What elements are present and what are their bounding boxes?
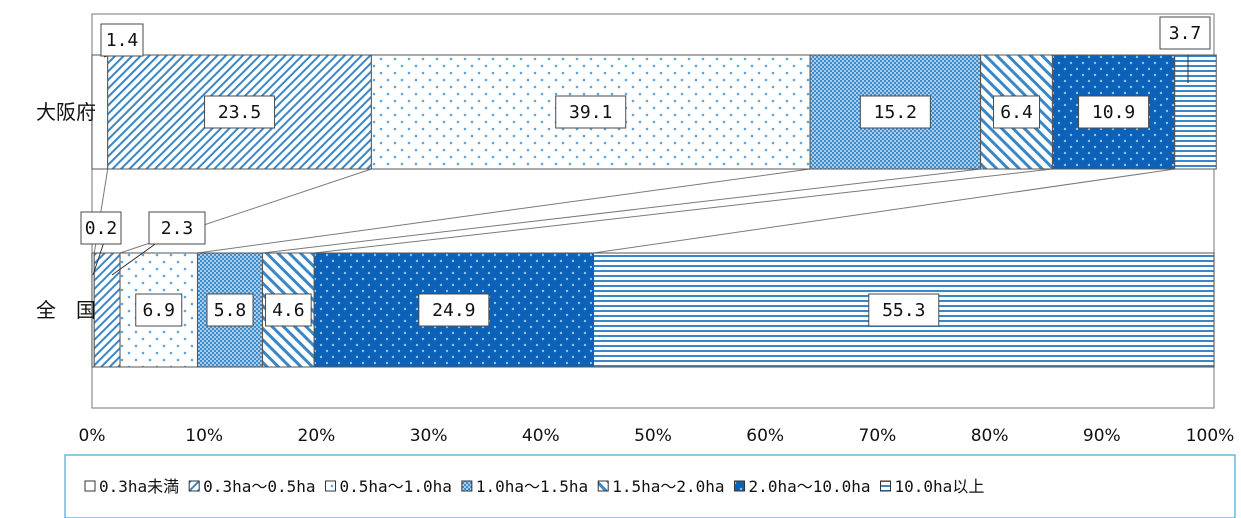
legend-swatch-4 bbox=[597, 480, 609, 492]
x-tick-6: 60% bbox=[746, 426, 784, 446]
data-label-1-1: 2.3 bbox=[161, 218, 194, 239]
legend-label-3: 1.0ha～1.5ha bbox=[476, 477, 588, 496]
data-label-0-3: 15.2 bbox=[874, 102, 917, 123]
x-tick-9: 90% bbox=[1083, 426, 1121, 446]
data-label-box-0-2 bbox=[555, 95, 627, 129]
connector-line-5 bbox=[314, 168, 1053, 254]
bar-segment-1-1 bbox=[93, 252, 121, 368]
data-label-box-1-0 bbox=[80, 211, 122, 245]
data-labels: 1.4 23.5 39.1 15.2 6.4 10.9 3.7 0.2 2.3 6.9 5.8 4.6… bbox=[80, 16, 1211, 327]
x-tick-labels: 0% 10% 20% 30% 40% 50% 60% 70% 80% 90% 100% bbox=[79, 426, 1235, 446]
data-label-1-2: 6.9 bbox=[143, 300, 176, 321]
bar-segment-0-6 bbox=[1174, 54, 1217, 170]
legend-label-5: 2.0ha～10.0ha bbox=[749, 477, 871, 496]
data-label-1-6: 55.3 bbox=[882, 300, 925, 321]
legend-label-2: 0.5ha～1.0ha bbox=[340, 477, 452, 496]
data-label-box-0-4 bbox=[993, 95, 1041, 129]
legend-swatch-0 bbox=[84, 480, 96, 492]
category-label-1: 全 国 bbox=[36, 298, 96, 322]
bar-segment-0-4 bbox=[980, 54, 1053, 170]
data-label-box-1-5 bbox=[418, 293, 490, 327]
data-label-0-1: 23.5 bbox=[218, 102, 261, 123]
legend-label-0: 0.3ha未満 bbox=[99, 477, 179, 496]
leader-lines bbox=[92, 52, 1189, 276]
x-tick-4: 40% bbox=[522, 426, 560, 446]
data-label-box-1-3 bbox=[206, 293, 254, 327]
legend-items: 0.3ha未満 0.3ha～0.5ha 0.5ha～1.0ha 1.0ha～1.5ha… bbox=[84, 477, 985, 496]
x-tick-10: 100% bbox=[1186, 426, 1235, 446]
data-label-box-0-5 bbox=[1078, 95, 1150, 129]
legend-swatch-6 bbox=[880, 480, 892, 492]
x-tick-7: 70% bbox=[859, 426, 897, 446]
data-label-box-1-1 bbox=[148, 211, 206, 245]
legend-label-4: 1.5ha～2.0ha bbox=[612, 477, 724, 496]
legend-label-1: 0.3ha～0.5ha bbox=[203, 477, 315, 496]
data-label-1-5: 24.9 bbox=[432, 300, 475, 321]
data-label-box-1-6 bbox=[868, 293, 940, 327]
connector-line-6 bbox=[593, 168, 1175, 254]
legend-swatch-1 bbox=[188, 480, 200, 492]
legend: 0.3ha未満 0.3ha～0.5ha 0.5ha～1.0ha 1.0ha～1.5ha… bbox=[64, 454, 1236, 518]
data-label-box-0-0 bbox=[100, 23, 144, 57]
connector-line-3 bbox=[197, 168, 811, 254]
x-tick-1: 10% bbox=[185, 426, 223, 446]
legend-label-6: 10.0ha以上 bbox=[895, 477, 985, 496]
data-label-box-0-3 bbox=[859, 95, 931, 129]
leader-line-1-1 bbox=[111, 241, 159, 276]
legend-swatch-5 bbox=[734, 480, 746, 492]
leader-line-1-0 bbox=[92, 241, 105, 276]
data-label-1-4: 4.6 bbox=[272, 300, 305, 321]
category-label-0: 大阪府 bbox=[36, 100, 96, 124]
legend-box bbox=[64, 454, 1236, 518]
data-label-1-3: 5.8 bbox=[214, 300, 247, 321]
data-label-0-4: 6.4 bbox=[1000, 102, 1033, 123]
connector-line-4 bbox=[262, 168, 981, 254]
data-label-1-0: 0.2 bbox=[85, 218, 118, 239]
data-label-box-1-2 bbox=[135, 293, 183, 327]
x-tick-3: 30% bbox=[410, 426, 448, 446]
data-label-0-2: 39.1 bbox=[569, 102, 612, 123]
x-tick-8: 80% bbox=[971, 426, 1009, 446]
data-label-box-1-4 bbox=[265, 293, 312, 327]
data-label-0-6: 3.7 bbox=[1169, 23, 1202, 44]
data-label-0-5: 10.9 bbox=[1092, 102, 1135, 123]
legend-swatch-2 bbox=[325, 480, 337, 492]
x-tick-2: 20% bbox=[298, 426, 336, 446]
data-label-box-0-1 bbox=[204, 95, 276, 129]
legend-swatch-3 bbox=[461, 480, 473, 492]
data-label-box-0-6 bbox=[1159, 16, 1211, 50]
x-tick-5: 50% bbox=[634, 426, 672, 446]
data-label-0-0: 1.4 bbox=[106, 30, 139, 51]
x-tick-0: 0% bbox=[79, 426, 106, 446]
